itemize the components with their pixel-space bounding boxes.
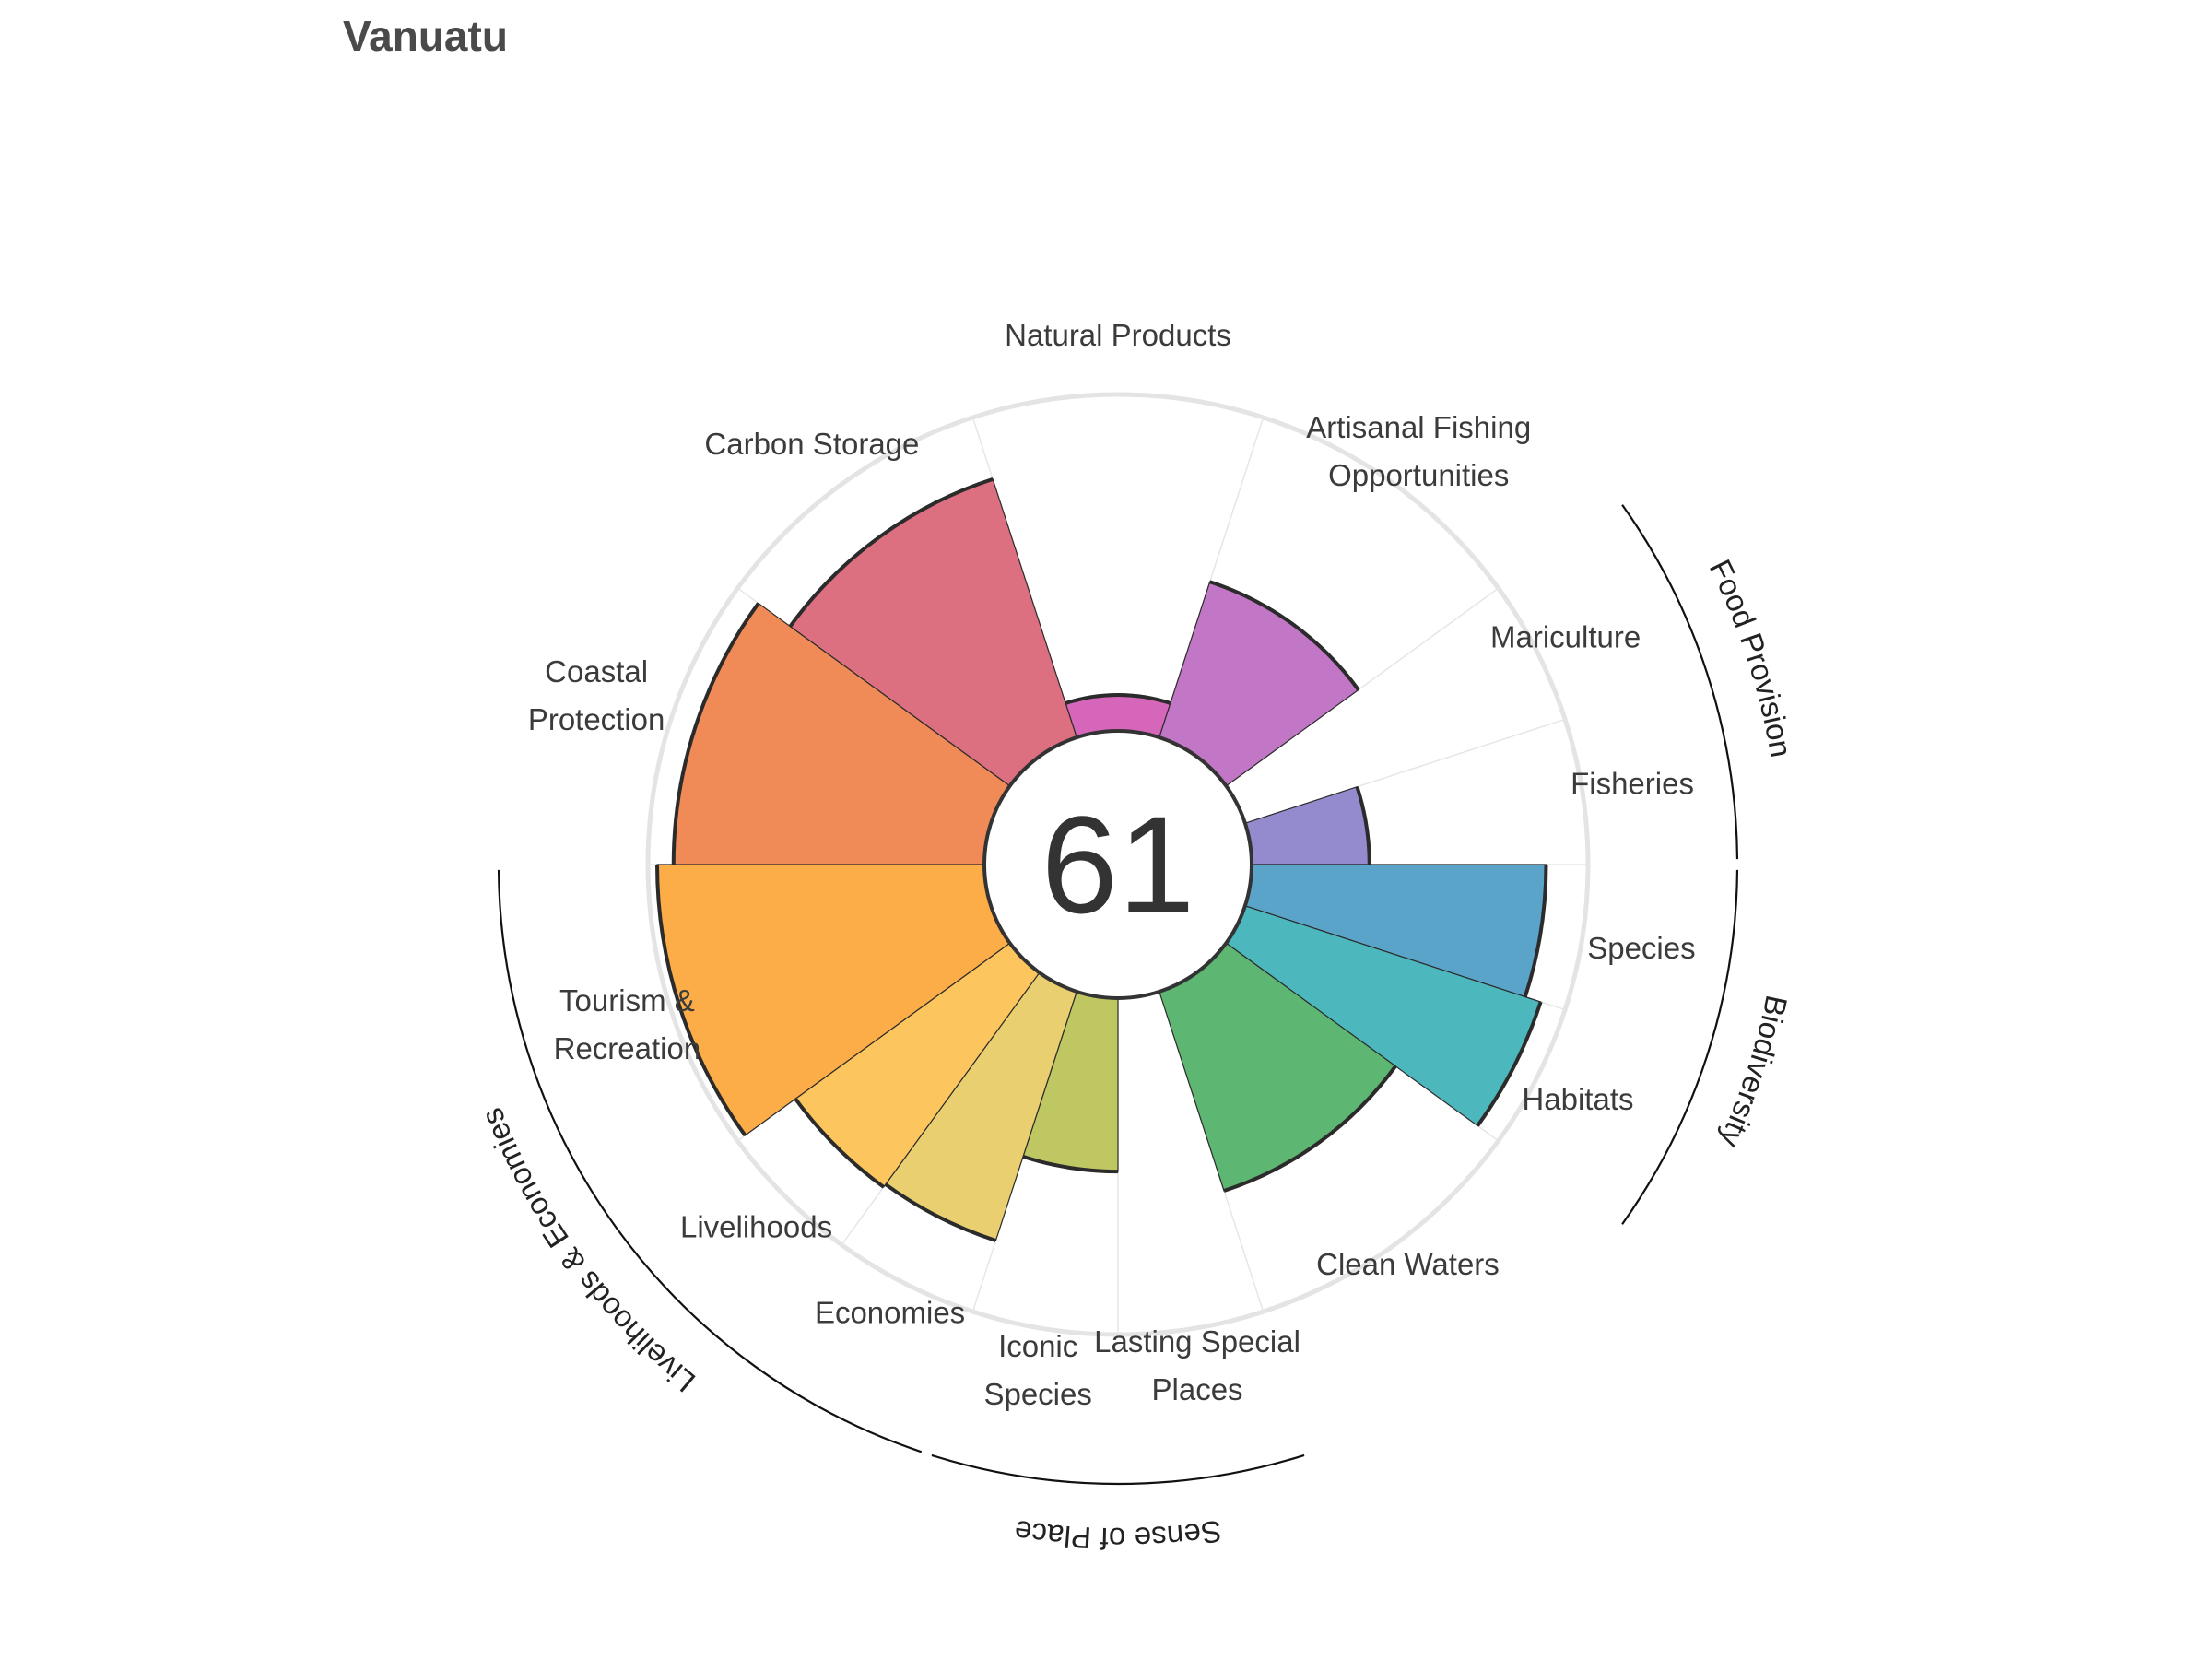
group-arc-layer: Food Provision Biodiversity Sense of Place… [474,504,1799,1556]
petal-edge-6 [1223,1065,1397,1193]
petal-label-12: Coastal Protection [528,654,665,736]
petal-edge-3 [1355,786,1371,865]
group-label-2: Sense of Place [1012,1514,1224,1556]
petal-label-8: Iconic Species [983,1329,1091,1411]
petal-label-9: Economies [815,1296,965,1330]
petal-label-0: Natural Products [1005,318,1231,352]
center-score: 61 [1041,787,1195,942]
petal-edge-1 [1209,580,1360,691]
group-arc-3 [497,869,923,1453]
group-label-1: Biodiversity [1713,993,1794,1153]
group-label-0: Food Provision [1703,554,1799,759]
petal-edge-12 [671,602,760,865]
petal-label-7: Lasting Special Places [1094,1324,1300,1406]
chart-title: Vanuatu [343,12,508,60]
petal-edge-9 [884,1182,997,1242]
petal-label-10: Livelihoods [680,1209,832,1243]
petal-edge-4 [1523,864,1548,998]
petal-label-11: Tourism & Recreation [554,983,701,1065]
group-arc-1 [1621,869,1739,1225]
petal-edge-8 [1022,1154,1119,1174]
group-label-3: Livelihoods & Economies [474,1103,701,1399]
petal-label-5: Habitats [1522,1082,1633,1116]
petal-edge-10 [794,1098,885,1189]
petal-edge-5 [1476,1001,1543,1127]
petal-label-6: Clean Waters [1316,1247,1500,1281]
petal-3[interactable] [1244,785,1371,865]
petal-edge-0 [1065,693,1171,705]
petal-label-3: Fisheries [1571,767,1694,801]
petal-label-1: Artisanal Fishing Opportunities [1306,410,1531,492]
petal-label-layer: Natural Products Artisanal Fishing Opportu… [528,318,1696,1411]
center-disk [982,729,1253,1000]
petal-label-4: Species [1587,931,1695,965]
group-arc-0 [1621,504,1739,860]
petal-label-2: Mariculture [1490,620,1641,654]
petal-edge-13 [788,477,994,628]
petal-edge-11 [655,864,747,1137]
petal-layer [655,477,1548,1242]
group-arc-2 [931,1453,1305,1486]
petal-label-13: Carbon Storage [704,427,919,461]
